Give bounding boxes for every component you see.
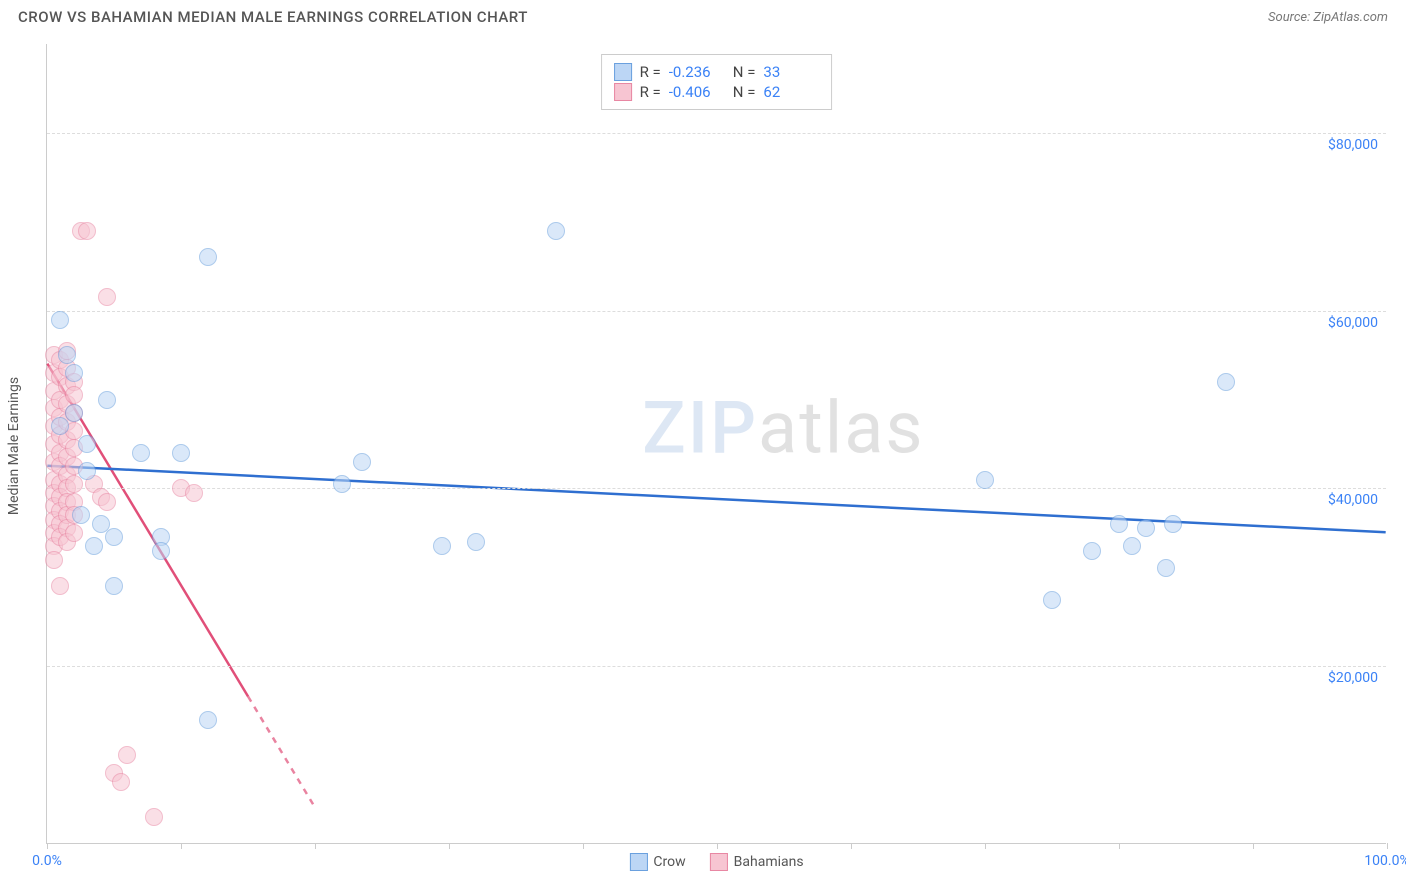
data-point-bahamians xyxy=(118,746,136,764)
data-point-crow xyxy=(1157,559,1175,577)
watermark-atlas: atlas xyxy=(758,385,925,470)
data-point-crow xyxy=(353,453,371,471)
trend-line-dashed xyxy=(248,697,315,808)
data-point-crow xyxy=(132,444,150,462)
legend-label: Bahamians xyxy=(734,854,804,870)
legend-item-crow: Crow xyxy=(629,853,685,871)
data-point-bahamians xyxy=(65,475,83,493)
n-value: 33 xyxy=(763,63,819,81)
trend-lines-svg xyxy=(47,44,1386,843)
data-point-crow xyxy=(172,444,190,462)
legend-item-bahamians: Bahamians xyxy=(710,853,804,871)
x-tick xyxy=(583,843,584,849)
data-point-crow xyxy=(1083,542,1101,560)
x-tick xyxy=(1387,843,1388,849)
stats-row-crow: R = -0.236 N = 33 xyxy=(614,63,820,81)
x-tick-label: 100.0% xyxy=(1364,853,1406,869)
plot-area: ZIPatlas R =-0.236N =33R =-0.406N =62 Cr… xyxy=(46,44,1386,844)
data-point-crow xyxy=(85,537,103,555)
x-tick xyxy=(315,843,316,849)
data-point-crow xyxy=(1043,591,1061,609)
r-label: R = xyxy=(640,83,661,101)
data-point-crow xyxy=(1164,515,1182,533)
data-point-bahamians xyxy=(78,222,96,240)
y-tick-label: $80,000 xyxy=(1328,137,1378,153)
y-tick-label: $60,000 xyxy=(1328,315,1378,331)
chart-title: CROW VS BAHAMIAN MEDIAN MALE EARNINGS CO… xyxy=(18,8,528,26)
trend-line xyxy=(47,466,1385,533)
data-point-crow xyxy=(65,364,83,382)
data-point-bahamians xyxy=(112,773,130,791)
data-point-bahamians xyxy=(98,288,116,306)
watermark: ZIPatlas xyxy=(642,385,924,470)
x-tick-label: 0.0% xyxy=(32,853,62,869)
source-label: Source: ZipAtlas.com xyxy=(1268,10,1388,25)
gridline xyxy=(47,311,1386,312)
data-point-crow xyxy=(105,528,123,546)
x-tick xyxy=(985,843,986,849)
r-value: -0.406 xyxy=(669,83,725,101)
data-point-bahamians xyxy=(145,808,163,826)
x-tick xyxy=(717,843,718,849)
data-point-crow xyxy=(199,248,217,266)
y-tick-label: $20,000 xyxy=(1328,670,1378,686)
n-value: 62 xyxy=(763,83,819,101)
data-point-crow xyxy=(78,462,96,480)
x-tick xyxy=(47,843,48,849)
n-label: N = xyxy=(733,83,756,101)
bottom-legend: Crow Bahamians xyxy=(629,853,803,871)
gridline xyxy=(47,488,1386,489)
data-point-crow xyxy=(1137,519,1155,537)
stats-row-bahamians: R = -0.406 N = 62 xyxy=(614,83,820,101)
data-point-crow xyxy=(547,222,565,240)
data-point-crow xyxy=(976,471,994,489)
data-point-crow xyxy=(152,542,170,560)
y-tick-label: $40,000 xyxy=(1328,492,1378,508)
data-point-crow xyxy=(1123,537,1141,555)
legend-label: Crow xyxy=(653,854,685,870)
legend-swatch xyxy=(614,63,632,81)
r-label: R = xyxy=(640,63,661,81)
data-point-crow xyxy=(98,391,116,409)
data-point-bahamians xyxy=(185,484,203,502)
x-tick xyxy=(851,843,852,849)
data-point-crow xyxy=(333,475,351,493)
r-value: -0.236 xyxy=(669,63,725,81)
x-tick xyxy=(181,843,182,849)
data-point-crow xyxy=(467,533,485,551)
gridline xyxy=(47,666,1386,667)
y-axis-label: Median Male Earnings xyxy=(6,377,22,515)
data-point-bahamians xyxy=(98,493,116,511)
data-point-bahamians xyxy=(65,386,83,404)
data-point-bahamians xyxy=(45,551,63,569)
data-point-crow xyxy=(72,506,90,524)
data-point-crow xyxy=(58,346,76,364)
data-point-crow xyxy=(65,404,83,422)
data-point-crow xyxy=(51,311,69,329)
data-point-crow xyxy=(105,577,123,595)
data-point-crow xyxy=(1110,515,1128,533)
correlation-stats-box: R = -0.236 N = 33 R = -0.406 N = 62 xyxy=(601,54,833,110)
data-point-crow xyxy=(199,711,217,729)
data-point-crow xyxy=(51,417,69,435)
legend-swatch xyxy=(629,853,647,871)
legend-swatch xyxy=(710,853,728,871)
legend-swatch xyxy=(614,83,632,101)
x-tick xyxy=(1119,843,1120,849)
watermark-zip: ZIP xyxy=(642,385,758,470)
data-point-crow xyxy=(78,435,96,453)
n-label: N = xyxy=(733,63,756,81)
data-point-crow xyxy=(433,537,451,555)
data-point-crow xyxy=(1217,373,1235,391)
x-tick xyxy=(1253,843,1254,849)
data-point-bahamians xyxy=(65,524,83,542)
x-tick xyxy=(449,843,450,849)
gridline xyxy=(47,133,1386,134)
data-point-bahamians xyxy=(51,577,69,595)
